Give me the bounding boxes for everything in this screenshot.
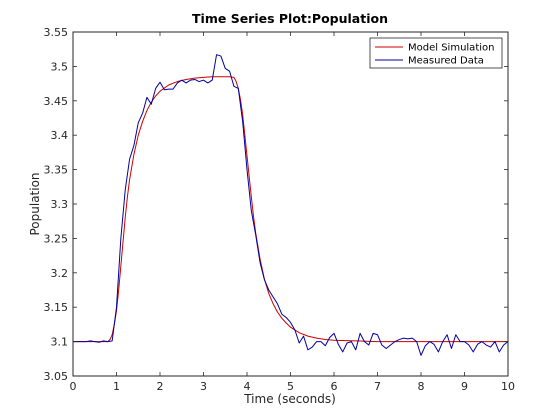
y-tick-label: 3.2 xyxy=(51,267,69,280)
x-tick-label: 9 xyxy=(461,380,468,393)
x-tick-label: 1 xyxy=(113,380,120,393)
y-tick-label: 3.25 xyxy=(44,232,69,245)
y-tick-label: 3.45 xyxy=(44,95,69,108)
y-tick-label: 3.15 xyxy=(44,301,69,314)
x-tick-label: 6 xyxy=(331,380,338,393)
legend-box xyxy=(369,37,503,69)
series-line-measured-data xyxy=(73,54,509,356)
y-tick-label: 3.3 xyxy=(51,198,69,211)
x-tick-label: 8 xyxy=(418,380,425,393)
x-tick-label: 0 xyxy=(70,380,77,393)
x-tick-label: 10 xyxy=(501,380,515,393)
y-tick-label: 3.05 xyxy=(44,370,69,383)
plot-box xyxy=(72,31,509,377)
x-tick-label: 2 xyxy=(157,380,164,393)
legend-label-measured-data: Measured Data xyxy=(408,56,484,67)
legend: Model Simulation Measured Data xyxy=(369,37,503,69)
y-tick-label: 3.35 xyxy=(44,164,69,177)
ticks-layer: 0 1 2 3 4 5 6 7 8 9 10 3.05 3.1 3.15 3.2 3.25 3.3 3.35 3.4… xyxy=(44,26,516,393)
chart-title: Time Series Plot:Population xyxy=(192,11,388,26)
x-tick-label: 3 xyxy=(200,380,207,393)
x-tick-label: 4 xyxy=(244,380,251,393)
x-tick-label: 5 xyxy=(287,380,294,393)
y-tick-label: 3.5 xyxy=(51,60,69,73)
legend-label-model-simulation: Model Simulation xyxy=(408,43,494,54)
y-tick-label: 3.55 xyxy=(44,26,69,39)
plot-area xyxy=(73,32,508,376)
y-tick-label: 3.4 xyxy=(51,129,69,142)
y-tick-label: 3.1 xyxy=(51,336,69,349)
x-tick-label: 7 xyxy=(374,380,381,393)
series-layer xyxy=(73,54,509,356)
y-axis-label: Population xyxy=(28,172,42,235)
x-axis-label: Time (seconds) xyxy=(243,392,336,406)
series-line-model-simulation xyxy=(73,76,508,343)
